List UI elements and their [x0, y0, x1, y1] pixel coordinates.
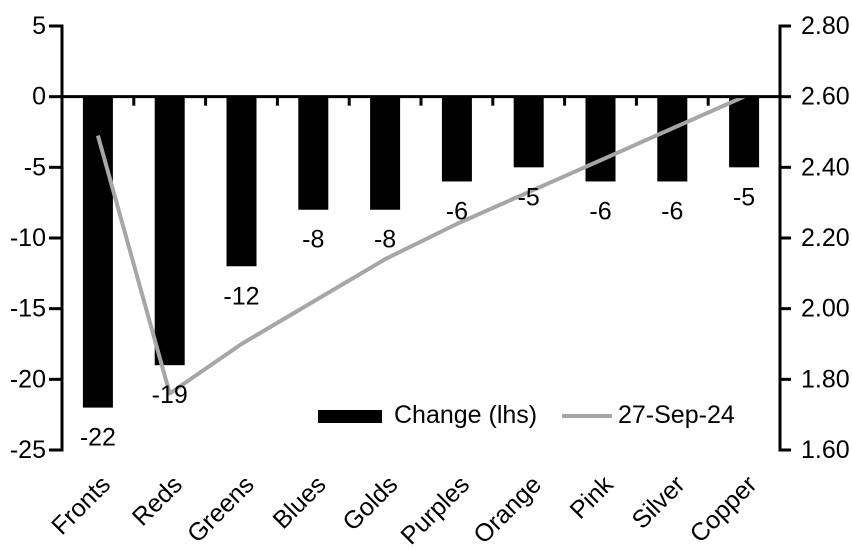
bar-fronts — [82, 96, 113, 408]
bar-pink — [585, 96, 616, 182]
bar-data-label: -12 — [223, 282, 259, 310]
category-label-reds: Reds — [127, 470, 188, 531]
category-label-pink: Pink — [565, 470, 620, 525]
left-axis-tick-label: -15 — [10, 295, 46, 323]
category-label-silver: Silver — [627, 470, 691, 534]
bar-data-label: -5 — [518, 183, 540, 211]
bar-copper — [729, 96, 760, 168]
bar-data-label: -19 — [152, 381, 188, 409]
bar-data-label: -5 — [733, 183, 755, 211]
right-axis-tick-label: 2.80 — [801, 12, 850, 40]
right-axis-tick-label: 2.60 — [801, 83, 850, 111]
left-axis-tick-label: -25 — [10, 436, 46, 464]
left-axis-tick-label: -20 — [10, 365, 46, 393]
bar-purples — [441, 96, 472, 182]
bar-silver — [657, 96, 688, 182]
right-axis-tick-label: 2.20 — [801, 224, 850, 252]
left-axis-tick-label: -10 — [10, 224, 46, 252]
left-axis-tick-label: 5 — [32, 12, 46, 40]
bar-greens — [226, 96, 257, 267]
category-label-orange: Orange — [468, 470, 547, 549]
bar-orange — [513, 96, 544, 168]
bar-data-label: -22 — [80, 424, 116, 452]
left-axis-tick-label: -5 — [24, 153, 46, 181]
bar-data-label: -6 — [661, 197, 683, 225]
bar-data-label: -8 — [302, 226, 324, 254]
right-axis-tick-label: 2.00 — [801, 295, 850, 323]
category-label-purples: Purples — [395, 470, 475, 550]
line-series — [95, 94, 745, 396]
right-axis-tick-label: 2.40 — [801, 153, 850, 181]
category-label-copper: Copper — [685, 470, 763, 548]
bar-data-label: -8 — [374, 226, 396, 254]
left-axis-tick-label: 0 — [32, 83, 46, 111]
bar-data-label: -6 — [589, 197, 611, 225]
bar-blues — [298, 96, 329, 210]
right-axis-tick-label: 1.80 — [801, 365, 850, 393]
bar-golds — [370, 96, 401, 210]
category-label-blues: Blues — [268, 470, 332, 534]
category-label-golds: Golds — [337, 470, 403, 536]
category-label-fronts: Fronts — [46, 470, 116, 540]
right-axis-tick-label: 1.60 — [801, 436, 850, 464]
bar-reds — [154, 96, 185, 366]
bar-data-label: -6 — [446, 197, 468, 225]
category-label-greens: Greens — [182, 470, 260, 548]
